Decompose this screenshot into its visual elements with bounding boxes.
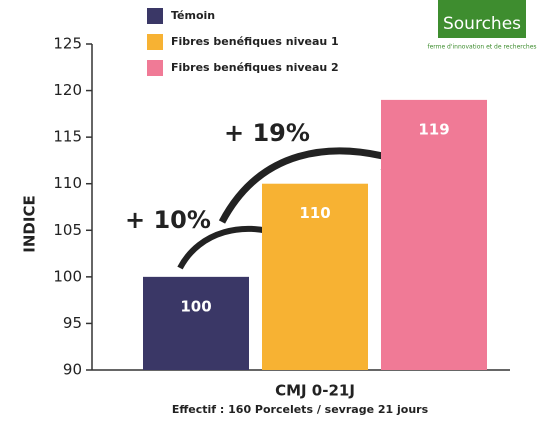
y-tick-label: 115 — [53, 128, 82, 146]
legend-swatch — [147, 8, 163, 24]
bar — [262, 183, 368, 370]
data-label: 119 — [418, 120, 449, 138]
logo-name: Sourches — [443, 14, 521, 34]
annotation: + 19% — [224, 119, 310, 147]
legend-label: Fibres benéfiques niveau 2 — [171, 61, 339, 74]
arrow — [218, 142, 412, 224]
annotation: + 10% — [125, 206, 211, 234]
y-tick-label: 100 — [53, 267, 82, 285]
legend-label: Fibres benéfiques niveau 1 — [171, 35, 339, 48]
y-tick-label: 110 — [53, 174, 82, 192]
y-tick-label: 90 — [63, 361, 82, 379]
legend-swatch — [147, 60, 163, 76]
logo-box — [438, 0, 526, 38]
data-label: 100 — [180, 297, 211, 315]
legend-label: Témoin — [171, 9, 215, 22]
data-label: 110 — [299, 204, 330, 222]
y-axis-label: INDICE — [21, 195, 39, 252]
bar — [381, 99, 487, 370]
logo-tagline: ferme d'innovation et de recherches — [427, 44, 536, 51]
y-tick-label: 105 — [53, 221, 82, 239]
y-tick-label: 95 — [63, 314, 82, 332]
x-axis-label: Effectif : 160 Porcelets / sevrage 21 jo… — [172, 403, 429, 416]
y-tick-label: 120 — [53, 81, 82, 99]
logo: Sourches ferme d'innovation et de recher… — [427, 0, 537, 51]
x-tick-label: CMJ 0-21J — [275, 382, 355, 400]
y-tick-label: 125 — [53, 35, 82, 53]
bar — [143, 276, 249, 370]
legend-swatch — [147, 34, 163, 50]
